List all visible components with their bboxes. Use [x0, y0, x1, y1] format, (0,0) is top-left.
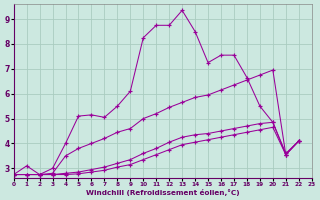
X-axis label: Windchill (Refroidissement éolien,°C): Windchill (Refroidissement éolien,°C) — [86, 189, 240, 196]
